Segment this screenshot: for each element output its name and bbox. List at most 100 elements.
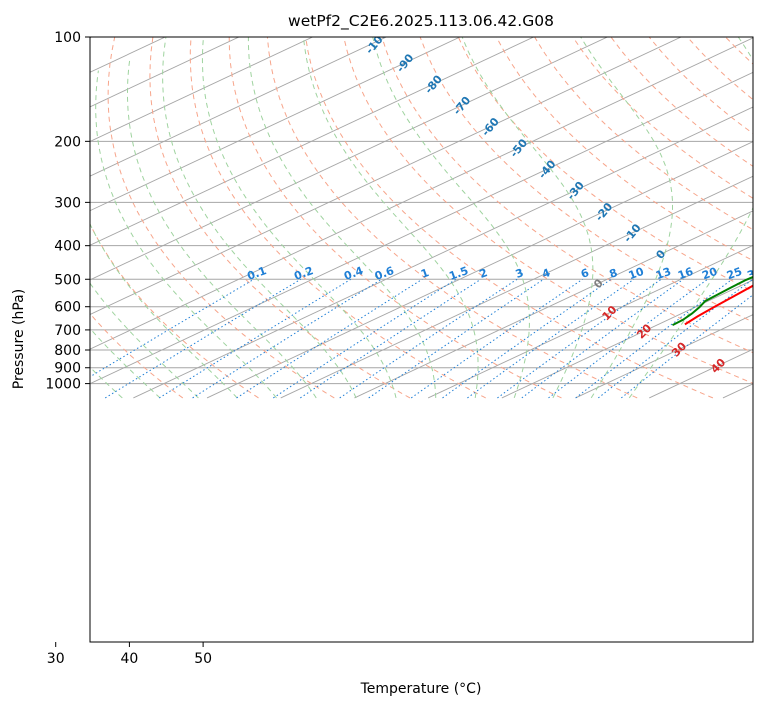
dry-adiabat-line [495,37,753,262]
dry-adiabat-line [457,37,753,292]
x-tick-label: 50 [194,651,212,667]
chart-title: wetPf2_C2E6.2025.113.06.42.G08 [288,12,554,31]
dry-adiabat-line [189,37,486,399]
dry-adiabat-line [724,37,753,65]
moist-adiabat-line [302,37,479,398]
dry-adiabat-label: -90 [394,51,417,75]
dry-adiabat-label: -40 [536,157,559,181]
y-tick-label: 900 [54,361,81,377]
dry-adiabat-label: -20 [593,200,616,224]
mixing-ratio-line [90,278,255,378]
mixing-ratio-line [442,278,612,399]
isotherm-label: 10 [600,303,620,323]
dry-adiabat-line [266,37,638,399]
mixing-ratio-label: 0.4 [342,264,365,283]
line-labels: 0.1 0.2 0.4 0.6 1 1.5 2 3 4 6 8 10 13 16 20 25 30 36-100-… [245,37,764,376]
y-tick-label: 600 [54,300,81,316]
moist-adiabat-line [127,57,317,399]
isotherm-line [90,37,314,142]
dry-adiabat-line [610,37,753,167]
profiles [672,275,753,326]
dry-adiabat-label: 0 [653,247,668,261]
dry-adiabat-line [686,37,753,101]
dry-adiabat-label: -50 [507,136,530,160]
mixing-ratio-label: 0.1 [245,264,268,283]
dry-adiabat-label: -30 [564,179,587,203]
moist-adiabat-line [580,37,673,399]
mixing-ratio-line [521,278,684,399]
y-axis-label: Pressure (hPa) [11,289,27,389]
dry-adiabat-line [90,222,259,399]
mixing-ratio-line [620,294,753,399]
background-lines [90,37,753,399]
y-tick-label: 800 [54,343,81,359]
y-tick-label: 1000 [45,377,81,393]
mixing-ratio-line [236,278,423,399]
moist-adiabat-line [372,37,530,399]
y-tick-label: 500 [54,272,81,288]
mixing-ratio-label: 25 [725,265,744,282]
mixing-ratio-line [339,278,518,399]
isotherm-line [501,279,753,399]
dry-adiabat-line [305,37,714,399]
mixing-ratio-line [104,278,302,399]
dry-adiabat-line [149,37,411,399]
mixing-ratio-line [368,278,544,399]
mixing-ratio-label: 1 [419,266,431,281]
mixing-ratio-label: 20 [700,265,719,283]
mixing-ratio-label: 16 [676,265,695,283]
isotherm-label: 30 [669,339,689,359]
dry-adiabat-line [419,37,753,323]
dry-adiabat-line [228,37,562,399]
isotherm-line [90,37,240,108]
isotherm-line [90,71,753,385]
isotherm-line [206,141,753,399]
moist-adiabat-line [247,37,437,398]
mixing-ratio-line [497,278,662,399]
isotherm-line [90,37,683,315]
mixing-ratio-line [467,278,635,399]
isotherm-label: 40 [708,356,728,376]
x-tick-label: 40 [120,651,138,667]
moist-adiabat-line [628,37,753,399]
isotherm-line [427,244,753,399]
y-tick-label: 700 [54,323,81,339]
mixing-ratio-line [597,278,753,399]
isotherm-line [722,383,753,399]
mixing-ratio-label: 10 [627,265,646,283]
y-tick-label: 100 [54,30,81,46]
mixing-ratio-label: 4 [540,266,552,281]
moist-adiabat-line [461,37,594,399]
isotherm-line [280,175,753,399]
mixing-ratio-label: 0.6 [373,264,396,283]
isotherm-line [90,37,388,177]
y-tick-label: 300 [54,195,81,211]
moist-adiabat-line [90,222,238,399]
mixing-ratio-line [273,278,457,399]
moist-adiabat-line [201,37,397,399]
dry-adiabat-line [381,37,753,354]
mixing-ratio-label: 8 [608,266,620,281]
isotherm-line [90,37,609,281]
isotherm-line [90,37,753,350]
x-axis: −40−30−20−1001020304050 [47,642,212,667]
moist-adiabat-line [90,327,161,399]
moist-adiabat-line [162,37,357,399]
mixing-ratio-label: 6 [579,266,591,281]
mixing-ratio-label: 0.2 [292,264,315,283]
isotherm-label: 0 [591,276,606,291]
plot-frame [89,36,754,643]
dry-adiabat-line [648,37,753,135]
dry-adiabat-label: -80 [422,72,445,96]
x-axis-label: Temperature (°C) [360,681,482,697]
dry-adiabat-label: -10 [621,221,644,245]
mixing-ratio-line [158,278,352,399]
mixing-ratio-label: 30 [745,265,764,283]
mixing-ratio-label: 3 [514,266,526,281]
isotherm-line [90,37,535,246]
mixing-ratio-line [410,278,583,399]
isotherm-line [90,37,462,212]
isotherm-line [575,314,753,399]
